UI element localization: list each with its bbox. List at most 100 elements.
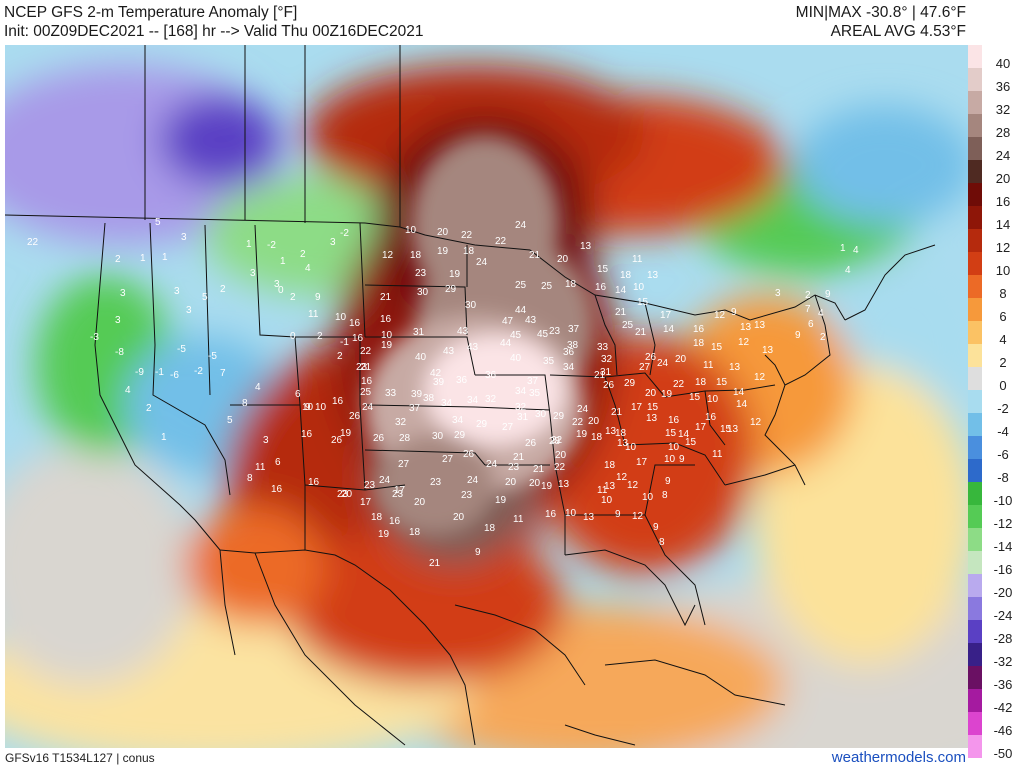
legend-entry: 20 (968, 160, 1024, 186)
anomaly-value: 21 (513, 452, 525, 463)
anomaly-value: 19 (661, 389, 673, 400)
anomaly-value: 13 (727, 424, 739, 435)
anomaly-value: 10 (381, 330, 393, 341)
anomaly-value: 20 (645, 388, 657, 399)
anomaly-value: 20 (588, 416, 600, 427)
anomaly-value: 9 (731, 307, 737, 318)
anomaly-value: 16 (361, 376, 373, 387)
legend-swatch (968, 551, 982, 574)
anomaly-value: 13 (558, 479, 570, 490)
legend-swatch (968, 436, 982, 459)
anomaly-value: 3 (115, 315, 121, 326)
boundary-lines (5, 45, 936, 746)
legend-label: -4 (997, 424, 1009, 439)
anomaly-value: 1 (840, 243, 846, 254)
anomaly-value: 16 (308, 477, 320, 488)
legend-entry: -2 (968, 390, 1024, 416)
anomaly-value: 11 (632, 254, 643, 265)
anomaly-value: 29 (553, 411, 565, 422)
legend-swatch (968, 160, 982, 183)
legend-entry: -10 (968, 482, 1024, 508)
anomaly-value: 13 (617, 438, 629, 449)
anomaly-value: 19 (495, 495, 507, 506)
anomaly-value: 8 (242, 398, 248, 409)
anomaly-value: 23 (549, 326, 561, 337)
anomaly-value: 22 (554, 462, 566, 473)
anomaly-value: 18 (693, 338, 705, 349)
anomaly-value: 18 (695, 377, 707, 388)
model-info: GFSv16 T1534L127 | conus (5, 751, 155, 765)
legend-entry: -24 (968, 597, 1024, 623)
anomaly-value: 20 (453, 512, 465, 523)
anomaly-value: 17 (636, 457, 648, 468)
legend-swatch (968, 482, 982, 505)
anomaly-value: 24 (379, 475, 391, 486)
anomaly-value: 11 (597, 485, 608, 496)
temperature-anomaly-map[interactable]: 13 15 20 21 25 25 18 16 14 18 11 13 10 15 21 25 21 17 14 16… (5, 45, 968, 748)
anomaly-value: 32 (515, 402, 527, 413)
anomaly-value: 13 (647, 270, 659, 281)
anomaly-value: 23 (461, 490, 473, 501)
anomaly-value: 20 (675, 354, 687, 365)
anomaly-value: 23 (415, 268, 427, 279)
anomaly-value: 3 (181, 232, 187, 243)
anomaly-value: 19 (449, 269, 461, 280)
anomaly-value: 4 (845, 265, 851, 276)
anomaly-value: 30 (417, 287, 429, 298)
anomaly-value: 15 (716, 377, 728, 388)
anomaly-value: 32 (485, 394, 497, 405)
anomaly-value: 15 (597, 264, 609, 275)
anomaly-value: 14 (736, 399, 748, 410)
anomaly-value: 42 (430, 368, 442, 379)
legend-swatch (968, 735, 982, 758)
legend-label: -50 (993, 746, 1013, 761)
legend-label: 32 (995, 102, 1011, 117)
legend-entry: 14 (968, 206, 1024, 232)
site-link[interactable]: weathermodels.com (831, 749, 966, 766)
anomaly-value: 32 (601, 354, 613, 365)
anomaly-value: -1 (340, 337, 349, 348)
anomaly-value: 24 (515, 220, 527, 231)
anomaly-value: -2 (340, 228, 349, 239)
legend-entry: 0 (968, 367, 1024, 393)
anomaly-value: 9 (475, 547, 481, 558)
anomaly-value: 34 (467, 395, 479, 406)
anomaly-value: 36 (485, 370, 497, 381)
anomaly-value: 24 (467, 475, 479, 486)
anomaly-value: 8 (659, 537, 665, 548)
anomaly-value: 45 (537, 329, 549, 340)
legend-label: 40 (995, 56, 1011, 71)
anomaly-value: 27 (502, 422, 514, 433)
legend-swatch (968, 413, 982, 436)
anomaly-value: 37 (568, 324, 580, 335)
legend-label: -20 (993, 585, 1013, 600)
anomaly-value: 18 (604, 460, 616, 471)
legend-swatch (968, 137, 982, 160)
anomaly-value: -2 (267, 240, 276, 251)
anomaly-value: 15 (665, 428, 677, 439)
legend-swatch (968, 505, 982, 528)
anomaly-value: 5 (227, 415, 233, 426)
anomaly-value: 5 (202, 292, 208, 303)
anomaly-value: 29 (454, 430, 466, 441)
anomaly-value: 10 (302, 402, 314, 413)
anomaly-value: 25 (622, 320, 634, 331)
legend-swatch (968, 390, 982, 413)
anomaly-value: 3 (120, 288, 126, 299)
anomaly-value: 10 (601, 495, 613, 506)
legend-label: 12 (995, 240, 1011, 255)
anomaly-value: 22 (551, 435, 563, 446)
anomaly-value: 30 (465, 300, 477, 311)
anomaly-value: 16 (389, 516, 401, 527)
legend-entry: -46 (968, 712, 1024, 738)
anomaly-field (5, 65, 968, 748)
anomaly-value: 26 (331, 435, 343, 446)
anomaly-value: 21 (529, 250, 541, 261)
anomaly-value: 19 (340, 428, 352, 439)
legend-swatch (968, 298, 982, 321)
anomaly-value: 20 (557, 254, 569, 265)
anomaly-value: 23 (337, 489, 349, 500)
legend-label: 2 (999, 355, 1007, 370)
anomaly-value: 13 (729, 362, 741, 373)
